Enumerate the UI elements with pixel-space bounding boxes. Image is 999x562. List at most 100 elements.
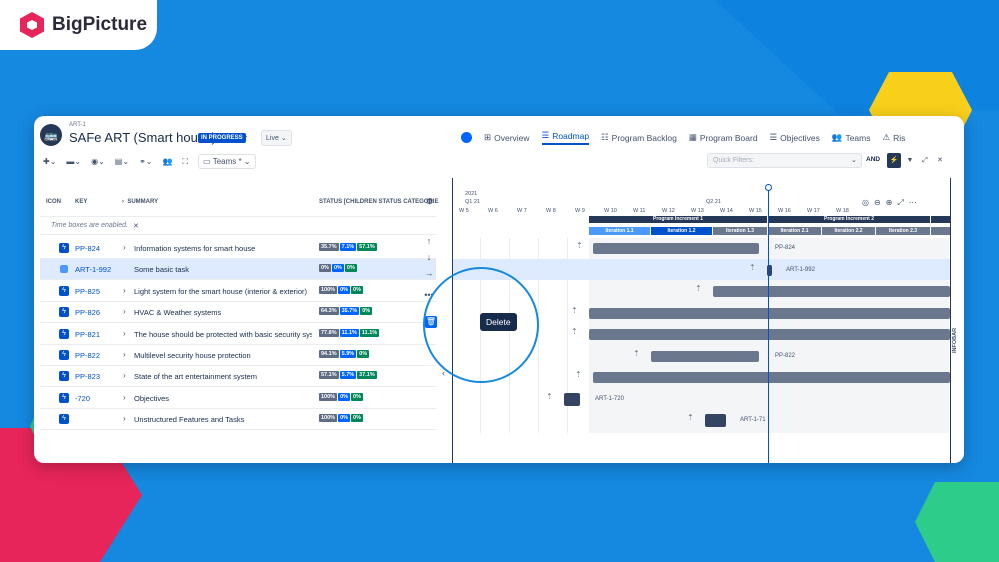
gantt-bar-art-1-720[interactable] [564, 393, 580, 406]
nav-objectives[interactable]: ☰ Objectives [770, 132, 820, 143]
target-icon[interactable]: ◎ [862, 198, 869, 207]
upload-icon[interactable]: ⇡ [749, 263, 756, 272]
link-icon[interactable]: ⚭⌄ [139, 157, 153, 166]
expand-chevron-icon[interactable]: › [123, 414, 126, 424]
arrow-down-icon[interactable]: ↓ [426, 252, 432, 262]
bar-label-art-1-720: ART-1-720 [595, 396, 624, 402]
nav-overview[interactable]: ⊞ Overview [484, 132, 530, 143]
nav-program-backlog[interactable]: ☷ Program Backlog [601, 132, 677, 143]
issue-key[interactable]: -720 [75, 393, 91, 403]
expand-chevron-icon[interactable]: › [123, 371, 126, 381]
breadcrumb[interactable]: ART-1 [69, 122, 86, 128]
issue-key[interactable]: PP-824 [75, 244, 101, 253]
upload-icon[interactable]: ⇡ [687, 413, 694, 422]
zoom-in-icon[interactable]: ⊕ [885, 198, 893, 207]
issue-summary[interactable]: Unstructured Features and Tasks [134, 415, 245, 425]
page-title: SAFe ART (Smart house) [69, 130, 216, 145]
issue-summary[interactable]: Objectives [134, 393, 170, 403]
title-chevron-down-icon[interactable]: ⌄ [242, 131, 249, 140]
issue-key[interactable]: PP-826 [75, 308, 101, 318]
settings-gear-icon[interactable]: ⚙ [426, 197, 434, 206]
nav-roadmap[interactable]: ☰ Roadmap [541, 130, 590, 145]
app-switch-icon[interactable] [461, 132, 472, 143]
issue-summary[interactable]: Multilevel security house protection [134, 351, 251, 360]
table-row[interactable]: ϟ PP-824 › Information systems for smart ho… [40, 238, 436, 259]
close-icon[interactable]: ✕ [933, 153, 947, 168]
folder-icon[interactable]: ▬⌄ [66, 157, 82, 166]
gantt-bar-pp-823[interactable] [593, 372, 950, 383]
upload-icon[interactable]: ⇡ [633, 349, 640, 358]
upload-icon[interactable]: ⇡ [546, 392, 553, 401]
table-row[interactable]: ϟ PP-826 › HVAC & Weather systems 64.3% 35.7%… [40, 302, 436, 324]
table-row[interactable]: ϟ PP-823 › State of the art entertainment s… [40, 366, 436, 388]
upload-icon[interactable]: ⇡ [571, 306, 578, 315]
expand-chevron-icon[interactable]: › [123, 243, 126, 252]
nav-risks[interactable]: ⚠ Ris [883, 132, 906, 143]
infobar[interactable]: INFOBAR [950, 178, 964, 463]
expand-chevron-icon[interactable]: › [123, 307, 126, 317]
hierarchy-tool-icon[interactable]: ⛶ [182, 156, 189, 166]
collapse-left-icon[interactable]: ‹ [442, 368, 445, 378]
table-row[interactable]: ART-1-992 Some basic task 0% 0% 0% [40, 259, 436, 281]
today-marker-handle[interactable] [765, 184, 772, 191]
filter-icon[interactable]: ▼ [903, 153, 917, 168]
close-notice-icon[interactable]: ✕ [133, 223, 139, 230]
eye-icon[interactable]: ◉⌄ [91, 157, 105, 166]
expand-icon[interactable]: ⤢ [918, 153, 932, 168]
teams-dropdown[interactable]: ▭ Teams * ⌄ [198, 154, 256, 169]
status-segment: 0% [338, 285, 351, 294]
more-icon[interactable]: ⋯ [908, 198, 917, 207]
add-icon[interactable]: ✚⌄ [43, 157, 57, 166]
table-row[interactable]: ϟ PP-825 › Light system for the smart house… [40, 281, 436, 302]
status-bar: 64.3% 35.7% 0% [319, 307, 373, 316]
fullscreen-icon[interactable]: ⤢ [897, 198, 904, 207]
issue-key[interactable]: PP-823 [75, 372, 101, 382]
arrow-up-icon[interactable]: ↑ [426, 236, 432, 246]
issue-summary[interactable]: Some basic task [134, 265, 190, 275]
nav-teams[interactable]: 👥 Teams [832, 132, 871, 143]
columns-icon[interactable]: ▤⌄ [114, 157, 130, 166]
expand-chevron-icon[interactable]: › [123, 285, 126, 295]
bolt-icon[interactable]: ⚡ [887, 153, 901, 168]
gantt-bar-art-1-71[interactable] [705, 414, 726, 427]
upload-icon[interactable]: ⇡ [571, 327, 578, 336]
issue-summary[interactable]: State of the art entertainment system [134, 372, 257, 382]
expand-chevron-icon[interactable]: › [123, 328, 126, 338]
table-row[interactable]: ϟ › Unstructured Features and Tasks 100% 0% 0… [40, 409, 436, 431]
zoom-out-icon[interactable]: ⊖ [873, 198, 881, 207]
table-row[interactable]: ϟ PP-821 › The house should be protected wi… [40, 324, 436, 345]
nav-program-board[interactable]: ▦ Program Board [689, 132, 758, 143]
issue-summary[interactable]: The house should be protected with basic… [134, 329, 312, 339]
gantt-bar-pp-824[interactable] [593, 243, 759, 254]
upload-icon[interactable]: ⇡ [575, 370, 582, 379]
gantt-bar-pp-826[interactable] [589, 308, 950, 319]
and-toggle[interactable]: AND [866, 156, 881, 163]
timeline-year: 2021 [465, 191, 478, 197]
upload-icon[interactable]: ⇡ [695, 284, 702, 293]
program-increment-1: Program Increment 1 [589, 216, 767, 223]
arrow-right-icon[interactable]: → [424, 268, 434, 278]
more-dots-icon[interactable]: ••• [424, 290, 434, 300]
issue-summary[interactable]: HVAC & Weather systems [134, 308, 222, 318]
issue-key[interactable]: PP-821 [75, 329, 101, 339]
table-row[interactable]: ϟ PP-822 › Multilevel security house protec… [40, 345, 436, 366]
upload-icon[interactable]: ⇡ [576, 241, 583, 250]
gantt-bar-pp-822[interactable] [651, 351, 759, 362]
live-mode-dropdown[interactable]: Live ⌄ [261, 130, 292, 146]
gantt-bar-pp-825[interactable] [713, 286, 950, 297]
week-label: W 12 [662, 208, 675, 214]
expand-chevron-icon[interactable]: › [123, 350, 126, 359]
issue-summary[interactable]: Information systems for smart house [134, 244, 256, 253]
issue-key[interactable]: PP-822 [75, 351, 101, 360]
issue-key[interactable]: PP-825 [75, 286, 101, 296]
zoom-controls: ◎ ⊖ ⊕ ⤢ ⋯ [862, 198, 917, 208]
issue-key[interactable]: ART-1-992 [75, 265, 112, 275]
table-row[interactable]: ϟ -720 › Objectives 100% 0% 0% [40, 388, 436, 409]
timeline-q1: Q1 21 [465, 199, 480, 205]
issue-summary[interactable]: Light system for the smart house (interi… [134, 286, 307, 296]
users-icon[interactable]: 👥 [162, 157, 173, 166]
quick-filters-input[interactable]: Quick Filters: ⌄ [707, 153, 862, 168]
gantt-bar-art-1-992[interactable] [767, 265, 772, 276]
gantt-bar-pp-821[interactable] [589, 329, 950, 340]
expand-chevron-icon[interactable]: › [123, 392, 126, 402]
